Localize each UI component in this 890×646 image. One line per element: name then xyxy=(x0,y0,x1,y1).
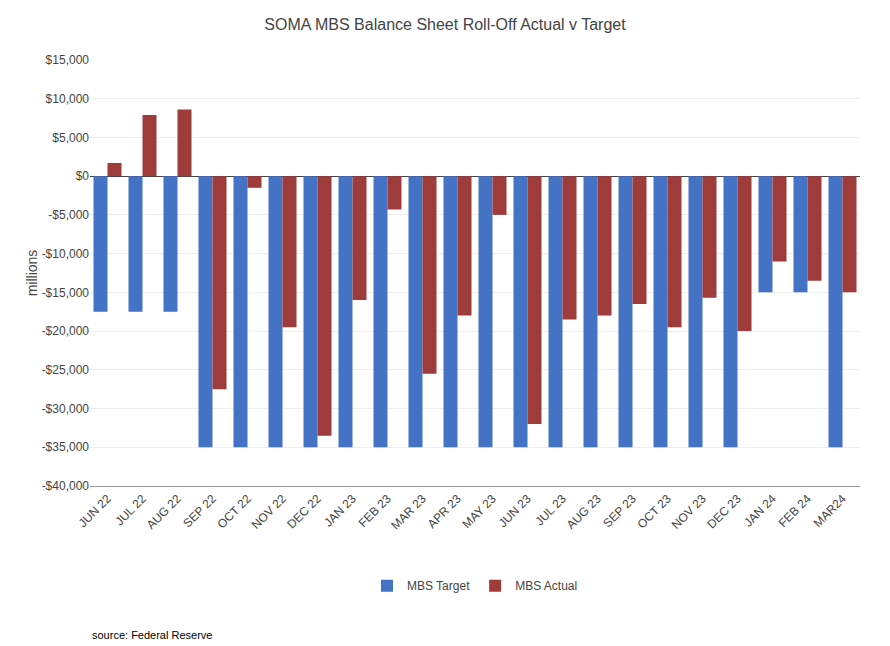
svg-text:SEP 23: SEP 23 xyxy=(600,492,639,531)
svg-text:-$15,000: -$15,000 xyxy=(42,286,90,300)
svg-text:FEB 23: FEB 23 xyxy=(356,492,394,530)
svg-text:SOMA MBS Balance Sheet Roll-Of: SOMA MBS Balance Sheet Roll-Off Actual v… xyxy=(264,16,626,33)
svg-text:NOV 22: NOV 22 xyxy=(249,492,289,532)
svg-text:MBS Actual: MBS Actual xyxy=(515,579,577,593)
svg-text:-$35,000: -$35,000 xyxy=(42,440,90,454)
svg-text:NOV 23: NOV 23 xyxy=(669,492,709,532)
svg-text:$0: $0 xyxy=(76,169,90,183)
svg-text:millions: millions xyxy=(24,250,40,297)
svg-text:FEB 24: FEB 24 xyxy=(776,492,814,530)
svg-text:AUG 23: AUG 23 xyxy=(564,492,604,532)
svg-text:MAY 23: MAY 23 xyxy=(460,492,500,532)
svg-text:JUL 22: JUL 22 xyxy=(112,492,149,529)
svg-text:MAR24: MAR24 xyxy=(811,492,849,530)
svg-text:SEP 22: SEP 22 xyxy=(180,492,219,531)
svg-text:MAR 23: MAR 23 xyxy=(388,492,429,533)
svg-text:-$20,000: -$20,000 xyxy=(42,324,90,338)
svg-text:JAN 23: JAN 23 xyxy=(321,492,359,530)
svg-text:AUG 22: AUG 22 xyxy=(144,492,184,532)
svg-text:APR 23: APR 23 xyxy=(425,492,464,531)
svg-text:JUL 23: JUL 23 xyxy=(532,492,569,529)
svg-text:JUN 23: JUN 23 xyxy=(496,492,534,530)
svg-text:$15,000: $15,000 xyxy=(46,53,90,67)
svg-text:MBS Target: MBS Target xyxy=(407,579,470,593)
svg-text:$10,000: $10,000 xyxy=(46,92,90,106)
svg-text:-$10,000: -$10,000 xyxy=(42,247,90,261)
svg-text:DEC 23: DEC 23 xyxy=(704,492,744,532)
svg-text:source: Federal Reserve: source: Federal Reserve xyxy=(92,629,212,641)
svg-text:DEC 22: DEC 22 xyxy=(284,492,324,532)
svg-text:-$40,000: -$40,000 xyxy=(42,479,90,493)
svg-text:OCT 23: OCT 23 xyxy=(634,492,674,532)
svg-text:-$30,000: -$30,000 xyxy=(42,402,90,416)
svg-text:JAN 24: JAN 24 xyxy=(741,492,779,530)
svg-text:-$5,000: -$5,000 xyxy=(48,208,89,222)
svg-text:$5,000: $5,000 xyxy=(52,131,89,145)
svg-text:-$25,000: -$25,000 xyxy=(42,363,90,377)
svg-text:OCT 22: OCT 22 xyxy=(214,492,254,532)
svg-text:JUN 22: JUN 22 xyxy=(76,492,114,530)
